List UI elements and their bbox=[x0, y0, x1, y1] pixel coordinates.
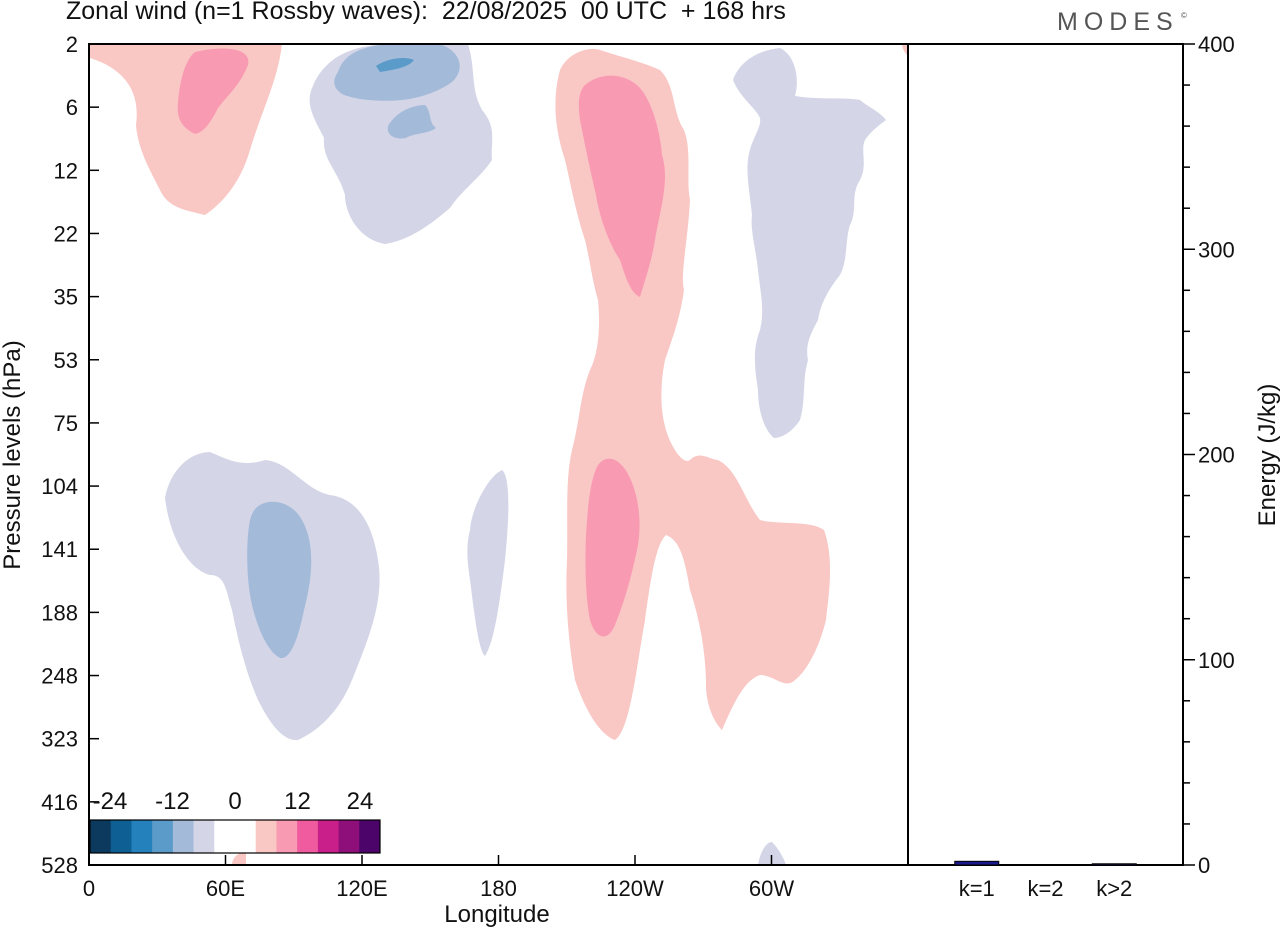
energy-tick-label-3: 300 bbox=[1198, 237, 1235, 262]
y-tick-label-1: 6 bbox=[66, 95, 78, 120]
y-tick-label-0: 2 bbox=[66, 32, 78, 57]
colorbar-swatch-9 bbox=[276, 820, 298, 853]
energy-tick-label-4: 400 bbox=[1198, 32, 1235, 57]
energy-bar-0 bbox=[954, 860, 1000, 866]
contour-pos-core-lower-central bbox=[585, 458, 640, 637]
contour-neg-spot-upper-dateline bbox=[387, 105, 436, 139]
colorbar-label-1: -12 bbox=[155, 788, 190, 815]
y-tick-label-6: 75 bbox=[54, 411, 78, 436]
colorbar-label-0: -24 bbox=[93, 788, 128, 815]
colorbar-swatch-2 bbox=[131, 820, 153, 853]
energy-tick-label-2: 200 bbox=[1198, 443, 1235, 468]
x-tick-label-2: 120E bbox=[336, 876, 387, 901]
colorbar-swatch-5 bbox=[193, 820, 215, 853]
contour-neg-blob-bottom-east bbox=[758, 842, 786, 865]
tick-marks bbox=[88, 43, 1195, 866]
energy-bars bbox=[954, 860, 1137, 866]
brand-logo: MODES bbox=[1057, 8, 1179, 36]
x-axis-title: Longitude bbox=[444, 901, 549, 928]
energy-category-label-1: k=2 bbox=[1027, 876, 1063, 901]
colorbar-swatch-6 bbox=[214, 820, 236, 853]
x-tick-label-5: 60W bbox=[749, 876, 794, 901]
contour-neg-column-east bbox=[733, 48, 886, 438]
y-tick-label-7: 104 bbox=[41, 474, 78, 499]
y-tick-label-10: 248 bbox=[41, 664, 78, 689]
colorbar-swatch-3 bbox=[152, 820, 174, 853]
colorbar-label-3: 12 bbox=[284, 788, 311, 815]
colorbar-swatch-7 bbox=[235, 820, 257, 853]
x-tick-label-0: 0 bbox=[83, 876, 95, 901]
colorbar-label-4: 24 bbox=[347, 788, 374, 815]
x-tick-label-1: 60E bbox=[206, 876, 245, 901]
contour-neg-core-upper-dateline bbox=[334, 44, 460, 101]
energy-tick-label-0: 0 bbox=[1198, 853, 1210, 878]
tick-labels: 0 60E 120E 180 120W 60W 2 6 12 22 35 53 75 104 141 188 2… bbox=[41, 32, 1234, 901]
contour-pos-blob-top-edge bbox=[902, 44, 908, 56]
contour-neg-sliver-dateline bbox=[467, 470, 509, 656]
colorbar-swatch-8 bbox=[255, 820, 277, 853]
colorbar-border bbox=[89, 819, 381, 854]
y-tick-label-9: 188 bbox=[41, 600, 78, 625]
colorbar-swatch-12 bbox=[338, 820, 360, 853]
copyright-mark: © bbox=[1181, 11, 1187, 20]
colorbar-legend: -24 -12 0 12 24 bbox=[89, 788, 381, 854]
y-tick-label-12: 416 bbox=[41, 790, 78, 815]
y-axis-title: Pressure levels (hPa) bbox=[0, 340, 26, 569]
y-tick-label-5: 53 bbox=[54, 348, 78, 373]
contour-neg-strong-upper-dateline bbox=[376, 58, 414, 72]
x-tick-label-3: 180 bbox=[480, 876, 517, 901]
colorbar-label-2: 0 bbox=[228, 788, 241, 815]
contour-field bbox=[90, 44, 908, 865]
chart-title: Zonal wind (n=1 Rossby waves): 22/08/202… bbox=[66, 0, 786, 25]
contour-pos-core-upper-central bbox=[578, 75, 665, 297]
y-tick-label-4: 35 bbox=[54, 285, 78, 310]
colorbar-swatch-13 bbox=[359, 820, 381, 853]
contour-neg-core-lower-west bbox=[247, 501, 312, 659]
y-tick-label-2: 12 bbox=[54, 158, 78, 183]
energy-plot-frame bbox=[907, 43, 1184, 866]
energy-category-label-0: k=1 bbox=[959, 876, 995, 901]
colorbar-swatch-11 bbox=[317, 820, 340, 853]
y-tick-label-13: 528 bbox=[41, 853, 78, 878]
colorbar-swatch-10 bbox=[297, 820, 319, 853]
y-tick-label-11: 323 bbox=[41, 727, 78, 752]
colorbar-swatch-1 bbox=[110, 820, 132, 853]
y-tick-label-3: 22 bbox=[54, 221, 78, 246]
energy-tick-label-1: 100 bbox=[1198, 648, 1235, 673]
energy-bar-2 bbox=[1091, 863, 1137, 866]
y-tick-label-8: 141 bbox=[41, 537, 78, 562]
energy-category-label-2: k>2 bbox=[1096, 876, 1132, 901]
energy-axis-title: Energy (J/kg) bbox=[1254, 384, 1280, 527]
colorbar-swatch-4 bbox=[172, 820, 195, 853]
colorbar-swatch-0 bbox=[90, 820, 112, 853]
contour-pos-blob-bottom-west bbox=[232, 852, 246, 865]
x-tick-label-4: 120W bbox=[606, 876, 664, 901]
contour-pos-core-upper-west bbox=[177, 48, 249, 134]
